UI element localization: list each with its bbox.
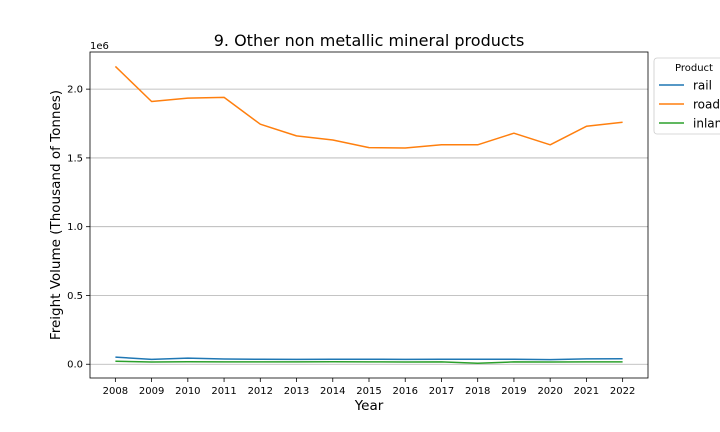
x-tick-label: 2018: [465, 386, 490, 397]
series-lines: [114, 65, 623, 365]
x-tick-label: 2020: [537, 386, 562, 397]
series-line-inland-waterways: [115, 360, 623, 365]
x-tick-label: 2011: [211, 386, 236, 397]
chart-title: 9. Other non metallic mineral products: [214, 31, 525, 50]
y-offset-label: 1e6: [90, 41, 109, 52]
x-tick-label: 2015: [356, 386, 381, 397]
y-tick-label: 1.5: [67, 153, 83, 164]
x-tick-label: 2013: [284, 386, 309, 397]
y-tick-label: 2.0: [67, 85, 83, 96]
legend-box: [653, 57, 720, 135]
legend-title: Product: [675, 63, 713, 74]
x-tick-label: 2017: [429, 386, 454, 397]
gridlines: [90, 88, 648, 365]
series-line-road: [114, 65, 623, 149]
y-tick-label: 1.0: [67, 222, 83, 233]
x-tick-label: 2016: [393, 386, 418, 397]
x-tick-label: 2014: [320, 386, 345, 397]
y-axis-label: Freight Volume (Thousand of Tonnes): [48, 90, 64, 340]
plot-frame: [89, 51, 649, 379]
y-tick-label: 0.0: [67, 360, 83, 371]
x-axis-ticks: 2008 2009 2010 2011 2012 2013 2014 2015 2016 2017…: [103, 378, 635, 397]
legend-label: inland waterways: [693, 117, 720, 131]
x-tick-label: 2021: [574, 386, 599, 397]
x-tick-label: 2019: [501, 386, 526, 397]
y-tick-label: 0.5: [67, 291, 83, 302]
x-tick-label: 2012: [248, 386, 273, 397]
legend-label: rail: [693, 79, 712, 93]
legend: Product rail road inland waterways: [653, 57, 720, 135]
x-tick-label: 2008: [103, 386, 128, 397]
x-tick-label: 2010: [175, 386, 200, 397]
x-tick-label: 2022: [610, 386, 635, 397]
y-axis-ticks: 0.0 0.5 1.0 1.5 2.0: [67, 85, 90, 371]
series-line-rail: [115, 356, 623, 361]
x-axis-label: Year: [354, 398, 384, 414]
x-tick-label: 2009: [139, 386, 164, 397]
legend-label: road: [693, 98, 720, 112]
